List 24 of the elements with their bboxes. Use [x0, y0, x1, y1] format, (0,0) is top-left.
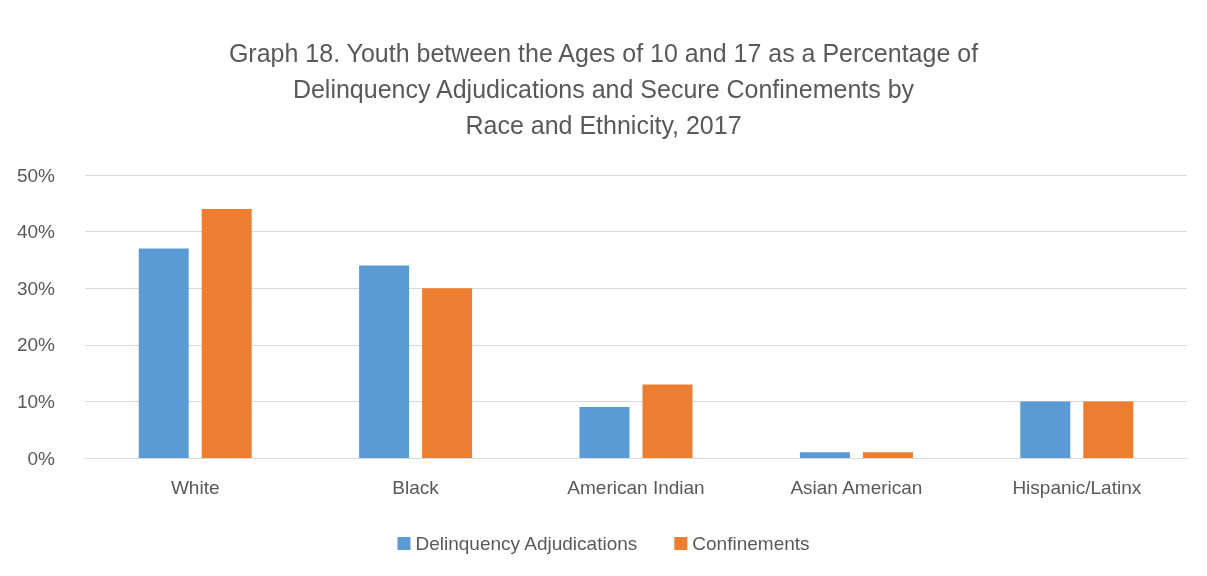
- x-tick-label: Black: [392, 477, 440, 498]
- bar: [422, 288, 473, 458]
- bar: [1083, 401, 1134, 458]
- y-tick-label: 50%: [16, 164, 56, 186]
- legend-label: Delinquency Adjudications: [415, 533, 638, 554]
- x-tick-label: Hispanic/Latinx: [1012, 477, 1142, 498]
- bar: [862, 452, 913, 458]
- bar: [1020, 401, 1071, 458]
- y-tick-label: 10%: [16, 390, 56, 412]
- y-tick-label: 20%: [16, 334, 56, 356]
- y-tick-label: 40%: [16, 221, 56, 243]
- y-tick-label: 30%: [16, 277, 56, 299]
- x-tick-label: American Indian: [567, 477, 705, 498]
- bar: [138, 248, 189, 458]
- bar: [642, 384, 693, 458]
- bar: [799, 452, 850, 458]
- bar: [201, 208, 252, 458]
- x-tick-label: Asian American: [790, 477, 923, 498]
- bar: [359, 265, 410, 458]
- x-tick-label: White: [170, 477, 220, 498]
- bar: [579, 407, 630, 458]
- y-tick-label: 0%: [27, 447, 56, 469]
- chart-title: Graph 18. Youth between the Ages of 10 and 17 as a Percentage of Delinquency Adjudications and Secure Confinements by Race and Ethnicity, 2017: [228, 39, 979, 139]
- legend-label: Confinements: [692, 533, 810, 554]
